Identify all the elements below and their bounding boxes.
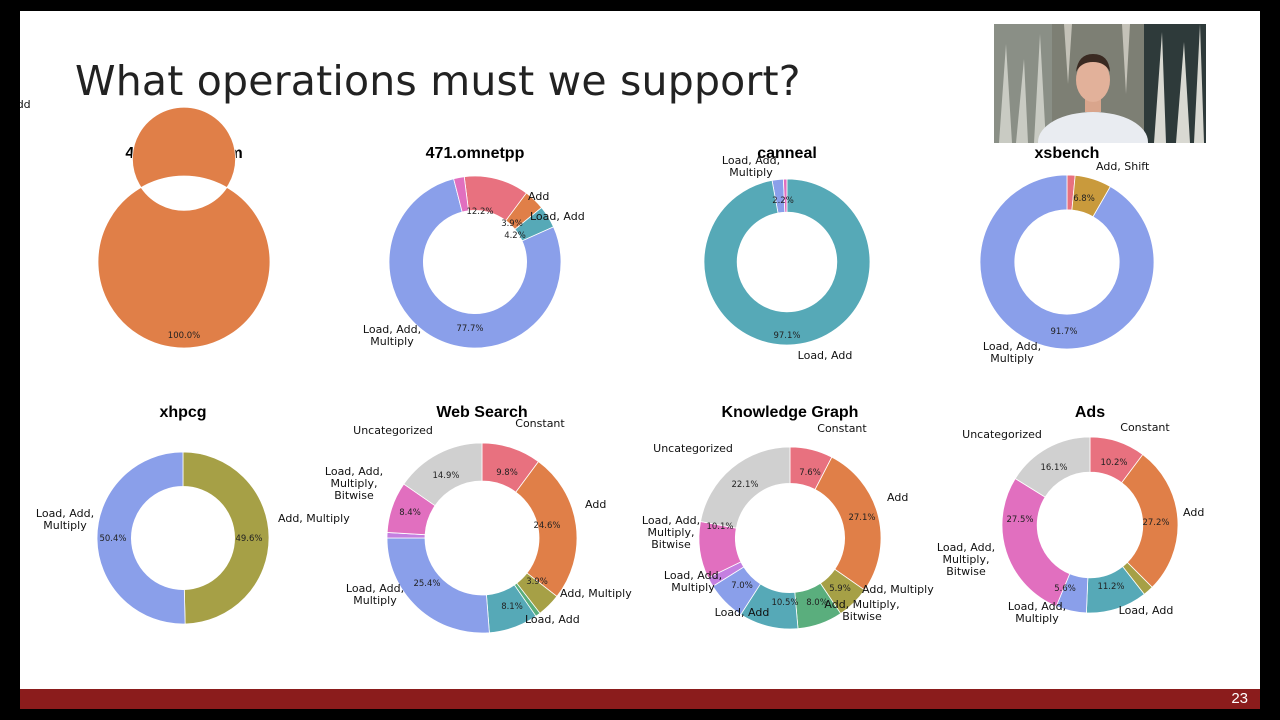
slice-percent: 12.2% [466,207,493,217]
slice-percent: 8.4% [399,508,421,518]
slice-percent: 25.4% [413,579,440,589]
slice-percent: 4.2% [504,231,526,241]
slice-label: Uncategorized [962,428,1042,441]
slice-percent: 49.6% [235,534,262,544]
charts-area: 462.libquantum100.0%Add471.omnetpp12.2%3… [20,98,1204,634]
donut-slice-add-multiply [182,451,270,625]
slice-label: Add, Multiply [862,583,934,596]
slice-label: Load, Add [530,210,585,223]
slide-title: What operations must we support? [75,57,801,105]
slice-percent: 6.8% [1073,194,1095,204]
donut-chart-xhpcg: xhpcg 49.6% Add, Multiply 50.4% Load, Add, Mu… [36,404,350,625]
donut-slice-uncategorized [700,446,791,529]
slice-label: Load, Add [798,349,853,362]
slice-percent: 27.1% [848,513,875,523]
page-number: 23 [1231,690,1248,707]
slice-percent: 16.1% [1040,463,1067,473]
slice-percent: 7.0% [731,581,753,591]
slice-percent: 77.7% [456,324,483,334]
slice-label: Constant [515,417,565,430]
slice-label: Constant [817,422,867,435]
chart-title: xhpcg [159,404,206,421]
slice-label: Load, Add, Multiply [1008,600,1066,625]
slice-label: Load, Add [525,613,580,626]
chart-title: Ads [1075,404,1105,421]
slice-label: Load, Add, Multiply, Bitwise [937,541,995,578]
donut-slice-load-add-multiply [96,451,186,625]
slice-percent: 10.1% [706,522,733,532]
slice-percent: 27.5% [1006,515,1033,525]
chart-title: xsbench [1035,145,1100,162]
slice-percent: 97.1% [773,331,800,341]
slice-percent: 8.0% [806,598,828,608]
slice-label: Load, Add, Multiply [983,340,1041,365]
slice-label: Add [528,190,549,203]
donut-slice-add [1121,454,1179,588]
slice-percent: 5.6% [1054,584,1076,594]
slice-label: Uncategorized [653,442,733,455]
slice-percent: 7.6% [799,468,821,478]
slice-label: Add [20,98,31,111]
slice-label: Add, Multiply, Bitwise [824,598,899,623]
slice-percent: 3.9% [526,577,548,587]
donut-slice-load-add-multiply [388,178,562,349]
slice-percent: 5.9% [829,584,851,594]
donut-slice-uncategorized [1014,436,1091,498]
slice-label: Load, Add, Multiply [36,507,94,532]
presenter-video[interactable] [994,24,1206,143]
slice-label: Add [887,491,908,504]
donut-slice-load-add-multiply [386,537,490,634]
chart-title: Web Search [436,404,527,421]
slice-percent: 8.1% [501,602,523,612]
slice-label: Add [585,498,606,511]
slice-percent: 27.2% [1142,518,1169,528]
slice-percent: 3.9% [501,219,523,229]
donut-slice-load-add-multiply [979,174,1155,350]
slice-label: Load, Add, Multiply [722,154,780,179]
slice-percent: 100.0% [168,331,200,341]
slice-label: Add, Shift [1096,160,1150,173]
slice-label: Load, Add, Multiply [363,323,421,348]
slice-label: Load, Add, Multiply [346,582,404,607]
slice-percent: 24.6% [533,521,560,531]
donut-chart-canneal: canneal 2.2% Load, Add, Multiply 97.1% Load, … [703,145,871,362]
donut-chart-ads: Ads 10.2% Constant 27.2% Add 11.2% Load, Add 5.… [937,404,1204,625]
donut-chart-web-search: Web Search 9.8% Constant 24.6% Add 3.9% Add, M… [325,404,632,634]
slice-percent: 11.2% [1097,582,1124,592]
slice-percent: 10.2% [1100,458,1127,468]
slice-label: Load, Add [715,606,770,619]
slice-label: Uncategorized [353,424,433,437]
donut-slice [453,176,469,213]
slice-label: Add [1183,506,1204,519]
donut-slice-uncategorized [403,442,483,507]
donut-chart-471-omnetpp: 471.omnetpp 12.2% 3.9% Add 4.2% Load, Add 77.7… [363,145,585,349]
slice-label: Load, Add, Multiply [664,569,722,594]
slice-percent: 14.9% [432,471,459,481]
donut-slice-load-add [703,178,871,346]
donut-slice-add [814,456,882,591]
slide: What operations must we support? 462.lib… [20,11,1260,690]
donut-chart-462-libquantum: 462.libquantum100.0%Add [20,98,271,349]
chart-title: 471.omnetpp [426,145,525,162]
slice-percent: 10.5% [771,598,798,608]
footer-bar: 23 [20,689,1260,709]
donut-slice-add [97,106,271,349]
slice-percent: 9.8% [496,468,518,478]
chart-title: canneal [757,145,817,162]
slice-label: Load, Add, Multiply, Bitwise [325,465,383,502]
chart-title: Knowledge Graph [722,404,859,421]
slice-label: Load, Add [1119,604,1174,617]
slice-label: Add, Multiply [560,587,632,600]
slice-label: Add, Multiply [278,512,350,525]
slice-percent: 22.1% [731,480,758,490]
donut-chart-knowledge-graph: Knowledge Graph 7.6% Constant 27.1% Add 5.9% A… [642,404,934,630]
slice-percent: 91.7% [1050,327,1077,337]
slice-label: Constant [1120,421,1170,434]
slice-percent: 2.2% [772,196,794,206]
slice-label: Load, Add, Multiply, Bitwise [642,514,700,551]
slice-percent: 50.4% [99,534,126,544]
donut-chart-xsbench: xsbench 6.8% Add, Shift 91.7% Load, Add, Mult… [979,145,1155,365]
